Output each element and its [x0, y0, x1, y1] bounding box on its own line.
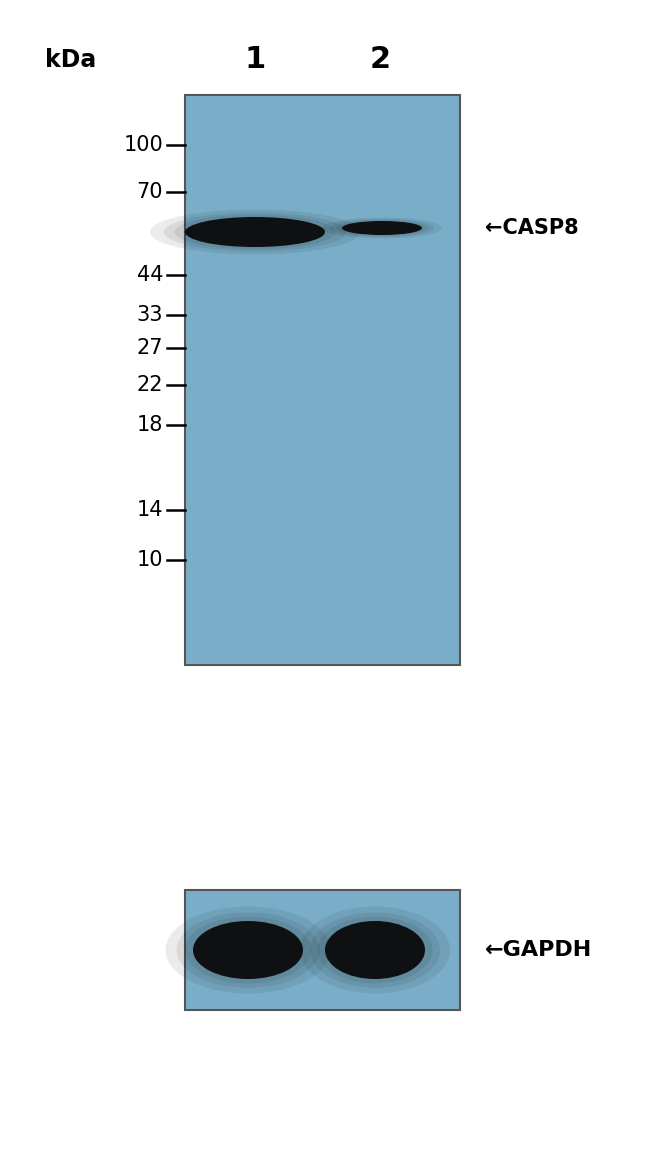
Text: 14: 14	[136, 501, 163, 520]
Bar	[185, 95, 460, 665]
Text: 100: 100	[124, 135, 163, 155]
Text: 22: 22	[136, 375, 163, 395]
Text: 10: 10	[136, 550, 163, 570]
Ellipse shape	[164, 213, 346, 252]
Ellipse shape	[317, 917, 432, 984]
Text: 27: 27	[136, 338, 163, 358]
Text: 70: 70	[136, 181, 163, 202]
Ellipse shape	[150, 209, 360, 254]
Ellipse shape	[342, 221, 422, 235]
Ellipse shape	[300, 906, 450, 993]
Text: ←CASP8: ←CASP8	[485, 218, 578, 238]
Text: kDa: kDa	[45, 49, 96, 72]
Ellipse shape	[177, 912, 320, 987]
Text: 2: 2	[369, 45, 391, 74]
Ellipse shape	[185, 917, 311, 984]
Text: 1: 1	[244, 45, 266, 74]
Ellipse shape	[322, 217, 442, 238]
Bar	[185, 890, 460, 1010]
Ellipse shape	[325, 921, 425, 979]
Ellipse shape	[193, 921, 303, 979]
Text: ←GAPDH: ←GAPDH	[485, 940, 592, 959]
Ellipse shape	[310, 912, 440, 987]
Text: 33: 33	[136, 305, 163, 325]
Text: 18: 18	[136, 415, 163, 435]
Text: 44: 44	[136, 265, 163, 286]
Ellipse shape	[174, 215, 335, 250]
Ellipse shape	[330, 218, 434, 237]
Ellipse shape	[185, 217, 325, 247]
Ellipse shape	[336, 220, 428, 236]
Ellipse shape	[166, 906, 330, 993]
